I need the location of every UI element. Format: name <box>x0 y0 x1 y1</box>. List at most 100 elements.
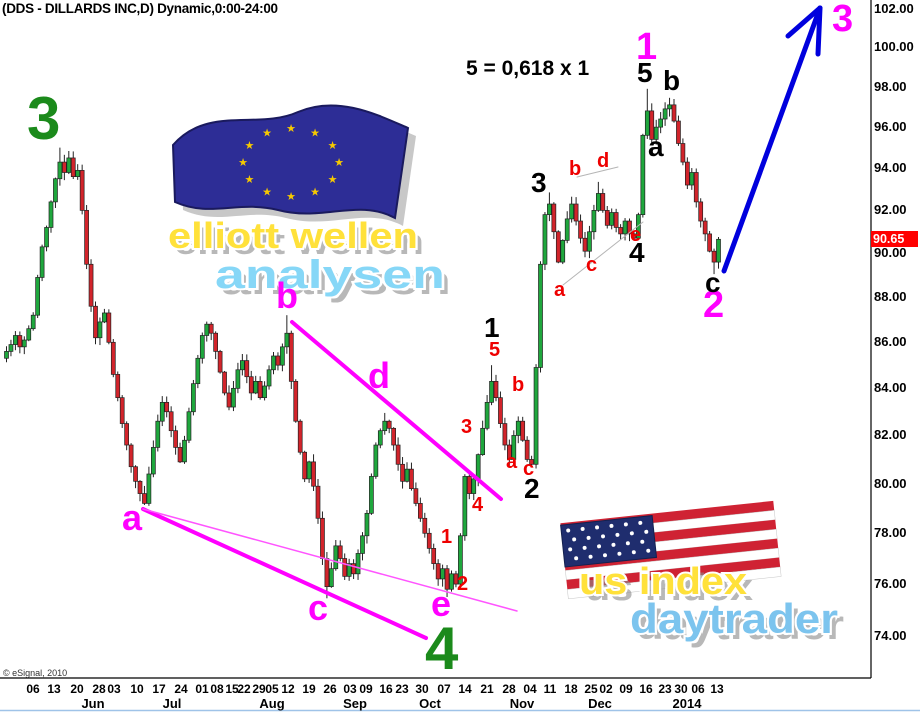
candle <box>53 177 58 209</box>
chart-title: (DDS - DILLARDS INC,D) Dynamic,0:00-24:0… <box>2 1 278 16</box>
trendline <box>576 166 619 178</box>
candle <box>538 261 543 373</box>
candle <box>529 455 534 468</box>
candle <box>48 200 54 233</box>
candle <box>680 138 686 166</box>
trendline <box>141 507 428 640</box>
candle <box>551 202 557 240</box>
candle <box>257 376 263 400</box>
candle <box>560 239 566 265</box>
candle <box>155 414 161 452</box>
candle <box>640 133 646 218</box>
candle <box>480 420 485 456</box>
candle <box>142 485 147 505</box>
candle <box>578 214 583 244</box>
candle <box>70 151 76 180</box>
candle <box>507 439 512 466</box>
candle <box>431 543 437 570</box>
candle <box>26 325 32 342</box>
eu-star-icon: ★ <box>310 128 320 140</box>
candle <box>600 188 606 213</box>
candle <box>595 181 601 212</box>
candle <box>57 147 63 186</box>
eu-star-icon: ★ <box>238 157 248 169</box>
eu-star-icon: ★ <box>244 174 254 186</box>
candle <box>644 88 650 139</box>
last-price-tag: 90.65 <box>871 231 918 247</box>
candle <box>587 225 592 259</box>
candle <box>164 396 170 418</box>
candle <box>458 533 463 589</box>
trendline <box>142 508 518 612</box>
candle <box>119 395 125 428</box>
trendline <box>562 221 644 286</box>
copyright-notice: © eSignal, 2010 <box>3 668 68 678</box>
candle <box>182 435 187 464</box>
candle <box>102 308 107 324</box>
candle <box>93 301 98 345</box>
candle <box>484 395 490 431</box>
candlestick-series <box>4 88 721 599</box>
candle <box>8 339 14 357</box>
candle <box>30 312 36 331</box>
candle <box>360 532 365 561</box>
candle <box>462 474 468 541</box>
candle <box>627 218 632 242</box>
candle <box>382 412 388 435</box>
candle <box>582 232 588 258</box>
candle <box>302 450 307 483</box>
candle <box>386 419 392 434</box>
candle <box>44 225 49 252</box>
candle <box>293 379 299 423</box>
candle <box>466 474 472 500</box>
projection-arrow <box>721 5 823 274</box>
candle <box>17 331 23 354</box>
candle <box>609 208 615 230</box>
candle <box>306 460 312 483</box>
us-text2-shadow: daytrader <box>636 601 844 648</box>
candle <box>702 217 708 242</box>
arrow-stroke <box>815 5 823 57</box>
arrow-stroke <box>721 5 823 274</box>
candle <box>311 454 316 492</box>
candle <box>133 465 138 489</box>
candle <box>591 204 597 240</box>
candle <box>240 353 245 376</box>
elliott-wellen-watermark: ★ ★ ★ ★ ★ ★ ★ ★ ★ ★ ★ ★ elliott wellen elliott well… <box>166 104 451 303</box>
eu-flag-stars: ★ ★ ★ ★ ★ ★ ★ ★ ★ ★ ★ ★ <box>238 123 344 203</box>
us-watermark-line1: us index <box>579 561 747 603</box>
candle <box>689 168 695 190</box>
trendline <box>290 320 503 501</box>
candle <box>364 509 370 544</box>
candle <box>649 103 655 144</box>
candle <box>662 102 668 126</box>
us-flag-canton <box>560 515 658 568</box>
eu-star-icon: ★ <box>286 123 296 135</box>
candle <box>369 473 374 515</box>
candle <box>262 381 267 401</box>
candle <box>191 379 196 416</box>
candle <box>235 362 241 394</box>
eu-star-icon: ★ <box>328 140 338 152</box>
us-flag-stars <box>566 520 651 561</box>
candle <box>493 374 499 402</box>
candle <box>217 349 223 374</box>
candle <box>199 332 205 364</box>
candle <box>391 427 396 451</box>
candle <box>631 231 637 240</box>
candle <box>124 421 130 451</box>
candle <box>426 528 432 554</box>
candle <box>168 406 174 438</box>
eu-star-icon: ★ <box>244 140 254 152</box>
candle <box>377 428 383 449</box>
candle <box>498 391 503 428</box>
eu-star-icon: ★ <box>262 186 272 198</box>
candle <box>13 331 18 351</box>
candle <box>698 198 704 228</box>
candle <box>409 462 414 491</box>
candle <box>547 192 552 222</box>
candle <box>422 512 428 538</box>
candle <box>266 365 272 390</box>
